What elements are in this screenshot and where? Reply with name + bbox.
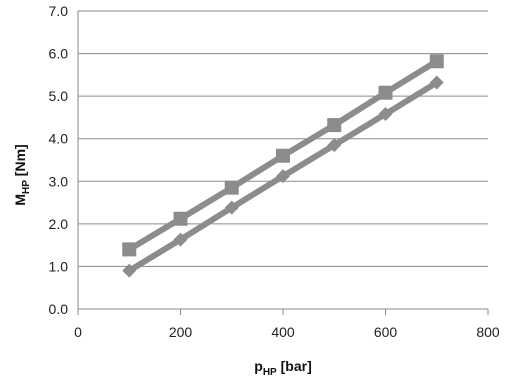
x-tick-label: 800 — [476, 324, 500, 340]
y-tick-label: 7.0 — [49, 3, 69, 19]
y-tick-label: 3.0 — [49, 173, 69, 189]
y-tick-label: 1.0 — [49, 258, 69, 274]
y-tick-label: 2.0 — [49, 216, 69, 232]
data-point-square — [378, 85, 393, 100]
x-tick-label: 400 — [271, 324, 295, 340]
data-point-diamond — [224, 200, 239, 215]
gridlines — [78, 10, 488, 310]
data-point-square — [429, 54, 444, 69]
series-square — [122, 54, 444, 257]
y-axis-label: MHP [Nm] — [12, 144, 32, 205]
y-tick-label: 0.0 — [49, 301, 69, 317]
x-tick-label: 600 — [374, 324, 398, 340]
x-axis-label: pHP [bar] — [254, 358, 311, 378]
data-point-square — [122, 242, 137, 257]
y-tick-label: 6.0 — [49, 46, 69, 62]
data-point-square — [173, 211, 188, 226]
data-point-diamond — [173, 232, 188, 247]
x-tick-labels: 0 200 400 600 800 — [74, 324, 500, 340]
y-tick-label: 5.0 — [49, 88, 69, 104]
series-diamond — [122, 75, 444, 278]
data-point-diamond — [429, 75, 444, 90]
series-group — [122, 54, 444, 278]
data-point-square — [224, 180, 239, 195]
data-point-diamond — [378, 107, 393, 122]
data-point-square — [276, 148, 290, 163]
x-tick-label: 200 — [169, 324, 193, 340]
x-tick-label: 0 — [74, 324, 82, 340]
data-point-square — [327, 118, 342, 133]
y-tick-labels: 0.0 1.0 2.0 3.0 4.0 5.0 6.0 7.0 — [49, 3, 69, 317]
data-point-diamond — [327, 138, 342, 153]
data-point-diamond — [122, 263, 137, 278]
axes — [77, 11, 489, 315]
y-tick-label: 4.0 — [49, 131, 69, 147]
data-point-diamond — [276, 169, 290, 184]
